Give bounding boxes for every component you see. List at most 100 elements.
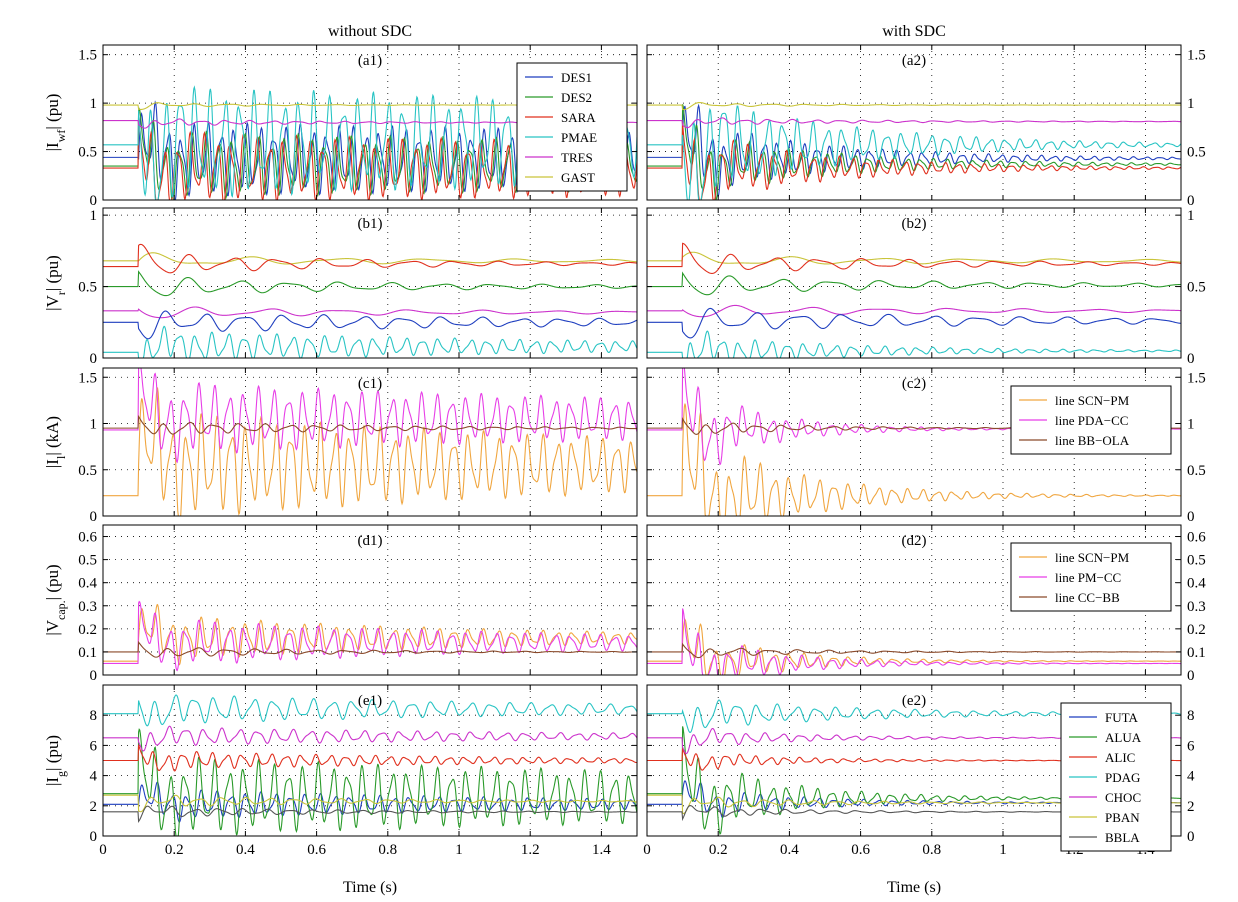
legend-entry: CHOC — [1105, 790, 1141, 805]
y-tick-label: 1 — [90, 417, 98, 433]
y-tick-label: 0 — [1187, 668, 1195, 684]
y-tick-label: 2 — [90, 799, 98, 815]
panel-label: (b2) — [902, 216, 927, 232]
x-tick-label: 0.2 — [709, 842, 728, 858]
series-line-alic — [103, 744, 637, 772]
series-line-des1 — [647, 103, 1181, 199]
panel-label: (c1) — [358, 376, 382, 392]
series-line-gast — [647, 101, 1181, 111]
x-tick-label: 1 — [999, 842, 1007, 858]
axes-frame — [102, 524, 638, 676]
panel-label: (e2) — [902, 693, 926, 709]
legend-entry: DES1 — [561, 70, 592, 85]
series-line-v2 — [647, 242, 1181, 274]
y-tick-label: 0.5 — [1187, 145, 1206, 161]
x-tick-label: 0.8 — [378, 842, 397, 858]
legend-entry: line PDA−CC — [1055, 413, 1128, 428]
y-tick-label: 0.5 — [78, 553, 97, 569]
panel-d1: 0 0.1 0.2 0.3 0.4 0.5 0.6 (d1) |Vcap.| (pu) — [43, 524, 638, 684]
series-line-line-scn-pm — [103, 603, 637, 666]
y-tick-label: 6 — [90, 738, 98, 754]
series-line-sara — [647, 122, 1181, 200]
y-tick-label: 1 — [1187, 96, 1195, 112]
y-tick-label: 0 — [1187, 351, 1195, 367]
panel-label: (e1) — [358, 693, 382, 709]
legend: FUTA ALUA ALIC PDAG CHOC PBAN BBLA — [1060, 702, 1172, 852]
series-line-line-scn-pm — [647, 403, 1181, 516]
y-tick-label: 4 — [90, 769, 98, 785]
y-tick-label: 0 — [90, 193, 98, 209]
y-tick-label: 1.5 — [78, 370, 97, 386]
legend: DES1 DES2 SARA PMAE TRES GAST — [516, 62, 628, 192]
y-tick-label: 0.5 — [78, 145, 97, 161]
series-line-v3 — [647, 271, 1181, 296]
legend-entry: line SCN−PM — [1055, 550, 1130, 565]
series-line-v3 — [103, 270, 637, 297]
panel-b2: 0 0.5 1 (b2) — [646, 207, 1206, 367]
y-tick-label: 0.4 — [1187, 576, 1206, 592]
y-tick-label: 0.4 — [78, 576, 97, 592]
x-tick-label: 0.2 — [165, 842, 184, 858]
panel-d2: 0 0.1 0.2 0.3 0.4 0.5 0.6 (d2) line SCN−PM line P… — [646, 524, 1206, 684]
series-line-line-cc-bb — [103, 640, 637, 658]
y-tick-label: 0 — [90, 668, 98, 684]
y-tick-label: 0.6 — [78, 530, 97, 546]
legend: line SCN−PM line PDA−CC line BB−OLA — [1010, 385, 1172, 455]
y-tick-label: 0.5 — [78, 463, 97, 479]
y-tick-label: 0.5 — [1187, 280, 1206, 296]
y-tick-label: 0.6 — [1187, 530, 1206, 546]
series-line-v2 — [103, 243, 637, 274]
panel-c2: 0 0.5 1 1.5 (c2) line SCN−PM line PDA−CC line B… — [646, 367, 1206, 525]
y-tick-label: 0.5 — [1187, 463, 1206, 479]
y-tick-label: 1 — [1187, 208, 1195, 224]
panel-e2: 0246800.20.40.60.811.21.4(e2)FUTAALUAALI… — [643, 684, 1195, 858]
x-tick-label: 0 — [99, 842, 107, 858]
y-tick-label: 2 — [1187, 799, 1195, 815]
axes-frame — [646, 524, 1182, 676]
axes-frame — [646, 207, 1182, 359]
series-line-pmae — [647, 105, 1181, 200]
series-line-v4 — [103, 306, 637, 319]
legend-entry: line BB−OLA — [1055, 433, 1130, 448]
series-line-v6 — [647, 330, 1181, 358]
legend-entry: BBLA — [1105, 830, 1140, 845]
col-title-right: with SDC — [882, 23, 946, 40]
panel-label: (d2) — [902, 533, 927, 549]
legend-entry: PDAG — [1105, 770, 1140, 785]
y-tick-label: 0.3 — [78, 599, 97, 615]
y-tick-label: 1 — [90, 96, 98, 112]
y-tick-label: 6 — [1187, 738, 1195, 754]
y-tick-label: 0.1 — [1187, 645, 1206, 661]
panel-a1: 0 0.5 1 1.5 (a1) DES1 DES2 SARA PMAE TRES GAST |Iwf… — [43, 44, 638, 209]
axes-frame — [102, 207, 638, 359]
legend-entry: line PM−CC — [1055, 570, 1121, 585]
y-tick-label: 0 — [90, 829, 98, 845]
axes-frame — [102, 367, 638, 517]
y-axis-label: |Ig| (pu) — [43, 735, 68, 786]
series-line-v4 — [647, 304, 1181, 318]
legend-entry: PMAE — [561, 130, 597, 145]
y-axis-label: |Vcap.| (pu) — [43, 564, 68, 635]
x-tick-label: 1.4 — [592, 842, 611, 858]
x-tick-label: 0.8 — [922, 842, 941, 858]
legend-entry: line SCN−PM — [1055, 393, 1130, 408]
y-axis-label: |Vr| (pu) — [43, 255, 68, 311]
series-line-bbla — [103, 805, 637, 824]
panel-label: (b1) — [358, 216, 383, 232]
panels: 0 0.5 1 1.5 (a1) DES1 DES2 SARA PMAE TRES GAST |Iwf… — [43, 44, 1206, 858]
series-line-line-cc-bb — [647, 642, 1181, 659]
y-tick-label: 1 — [90, 208, 98, 224]
series-line-line-scn-pm — [103, 386, 637, 516]
y-tick-label: 0.2 — [1187, 622, 1206, 638]
axes-frame — [102, 684, 638, 837]
y-tick-label: 0.2 — [78, 622, 97, 638]
series-line-v1 — [647, 251, 1181, 265]
legend-entry: PBAN — [1105, 810, 1140, 825]
y-tick-label: 0 — [1187, 193, 1195, 209]
y-tick-label: 8 — [1187, 708, 1195, 724]
x-tick-label: 0 — [643, 842, 651, 858]
x-tick-label: 0.4 — [236, 842, 255, 858]
y-tick-label: 1.5 — [1187, 48, 1206, 64]
series-line-choc — [103, 725, 637, 752]
